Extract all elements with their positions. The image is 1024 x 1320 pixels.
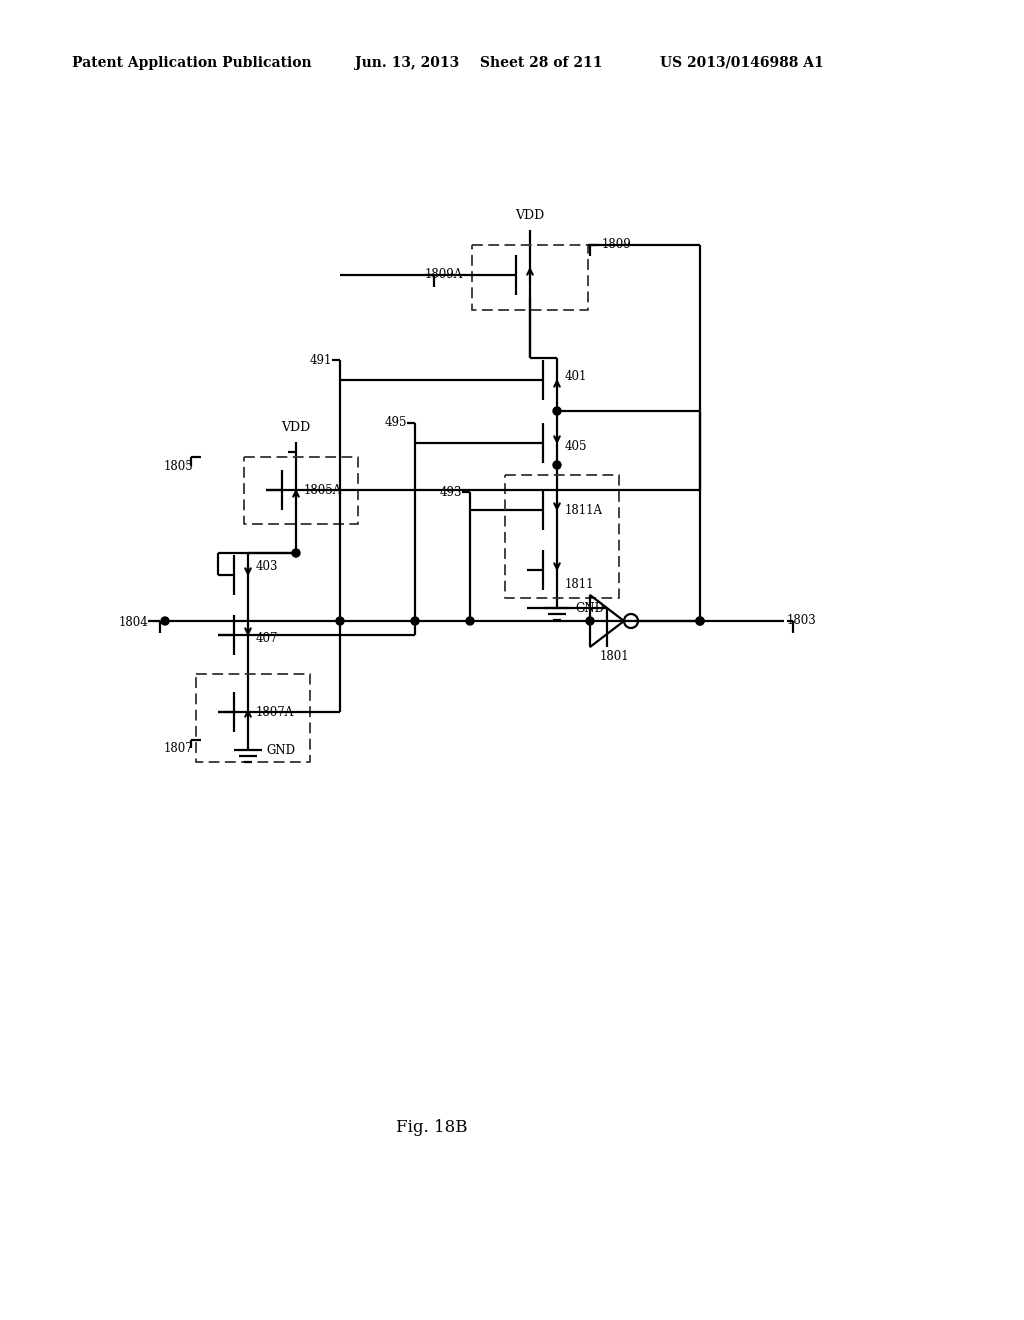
Text: 1809: 1809: [602, 239, 632, 252]
Text: 407: 407: [256, 632, 279, 645]
Text: 1807: 1807: [164, 742, 194, 755]
Text: 1811A: 1811A: [565, 503, 603, 516]
Text: Patent Application Publication: Patent Application Publication: [72, 55, 311, 70]
Text: 1809A: 1809A: [425, 268, 463, 281]
Text: 1807A: 1807A: [256, 705, 294, 718]
Text: US 2013/0146988 A1: US 2013/0146988 A1: [660, 55, 823, 70]
Text: Sheet 28 of 211: Sheet 28 of 211: [480, 55, 602, 70]
Text: 1805: 1805: [164, 459, 194, 473]
Text: 495: 495: [384, 417, 407, 429]
Text: VDD: VDD: [282, 421, 310, 434]
Circle shape: [696, 616, 705, 624]
Circle shape: [553, 461, 561, 469]
Text: 403: 403: [256, 561, 279, 573]
Circle shape: [466, 616, 474, 624]
Text: 1803: 1803: [787, 615, 817, 627]
Text: Fig. 18B: Fig. 18B: [396, 1119, 468, 1137]
Text: 1811: 1811: [565, 578, 595, 590]
Text: 1801: 1801: [600, 651, 630, 664]
Circle shape: [411, 616, 419, 624]
Text: Jun. 13, 2013: Jun. 13, 2013: [355, 55, 459, 70]
Text: 491: 491: [309, 354, 332, 367]
Text: 401: 401: [565, 370, 588, 383]
Text: 493: 493: [439, 486, 462, 499]
Text: 1804: 1804: [118, 616, 148, 630]
Text: GND: GND: [575, 602, 604, 615]
Circle shape: [336, 616, 344, 624]
Text: VDD: VDD: [515, 209, 545, 222]
Circle shape: [586, 616, 594, 624]
Circle shape: [696, 616, 705, 624]
Circle shape: [553, 407, 561, 414]
Circle shape: [292, 549, 300, 557]
Text: 405: 405: [565, 441, 588, 454]
Circle shape: [161, 616, 169, 624]
Text: 1805A: 1805A: [304, 483, 342, 496]
Text: GND: GND: [266, 743, 295, 756]
